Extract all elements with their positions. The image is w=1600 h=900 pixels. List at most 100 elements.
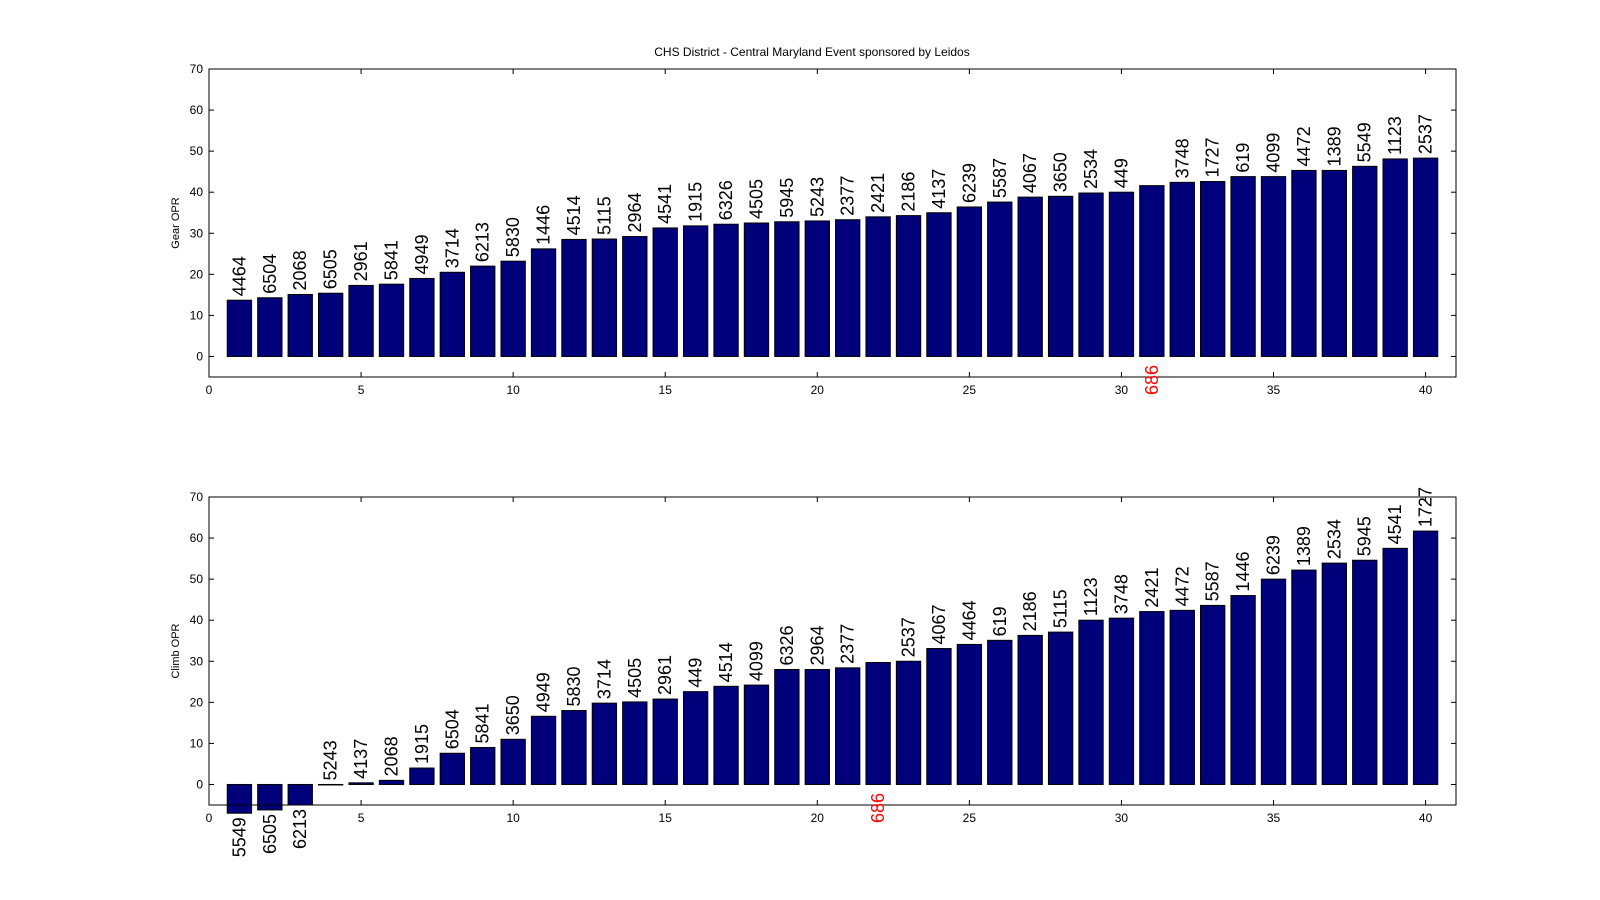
bar bbox=[956, 206, 983, 357]
bar-label: 2377 bbox=[838, 176, 858, 216]
bar-label: 5587 bbox=[990, 158, 1010, 198]
bar bbox=[1017, 634, 1043, 785]
bar-label: 2068 bbox=[290, 250, 310, 290]
bar bbox=[409, 277, 435, 357]
bar bbox=[591, 702, 618, 785]
bar bbox=[1169, 181, 1195, 357]
bar-label: 5945 bbox=[777, 178, 797, 218]
bar-label: 4137 bbox=[351, 739, 371, 779]
bar-label: 5549 bbox=[229, 817, 249, 857]
bar bbox=[1382, 158, 1408, 357]
bar bbox=[622, 236, 648, 357]
x-tick-label: 15 bbox=[659, 811, 673, 825]
y-tick-label: 20 bbox=[190, 695, 204, 709]
bar-label: 2534 bbox=[1324, 519, 1344, 559]
x-tick-label: 15 bbox=[659, 383, 673, 397]
figure-title: CHS District - Central Maryland Event sp… bbox=[654, 45, 969, 59]
bar bbox=[1230, 176, 1256, 357]
bar-label: 3748 bbox=[1111, 574, 1131, 614]
bar-label: 4067 bbox=[929, 604, 949, 644]
x-tick-label: 5 bbox=[358, 811, 365, 825]
bar-label: 2964 bbox=[807, 625, 827, 665]
axes-box bbox=[208, 68, 1457, 378]
bar bbox=[530, 248, 557, 357]
bar bbox=[1200, 604, 1226, 785]
x-tick-label: 35 bbox=[1267, 383, 1281, 397]
bar-label: 5841 bbox=[473, 703, 493, 743]
bar bbox=[895, 215, 922, 357]
y-tick-label: 10 bbox=[190, 308, 204, 322]
bar bbox=[1200, 181, 1226, 357]
bar bbox=[257, 783, 283, 811]
y-tick-label: 30 bbox=[190, 226, 204, 240]
bar bbox=[1047, 631, 1074, 785]
bar bbox=[591, 238, 618, 357]
bar-label: 3714 bbox=[442, 228, 462, 268]
bar bbox=[1078, 192, 1104, 357]
bar bbox=[804, 220, 830, 357]
bar bbox=[378, 779, 405, 785]
y-tick-label: 50 bbox=[190, 572, 204, 586]
x-tick-label: 30 bbox=[1115, 383, 1129, 397]
bar-label: 2377 bbox=[838, 624, 858, 664]
bar bbox=[713, 223, 739, 357]
x-tick-label: 0 bbox=[206, 811, 213, 825]
gear-opr-chart: 0 5 10 15 20 25 30 35 40 0 10 20 30 40 50 60 70 Gear OPR 4… bbox=[170, 62, 1457, 397]
x-tick-label: 40 bbox=[1419, 811, 1433, 825]
bar bbox=[348, 284, 374, 357]
bar bbox=[1230, 595, 1256, 785]
bar bbox=[409, 767, 435, 785]
bar bbox=[470, 747, 496, 785]
bar-label: 5587 bbox=[1203, 561, 1223, 601]
bar-label: 4541 bbox=[655, 184, 675, 224]
x-tick-label: 20 bbox=[811, 383, 825, 397]
bar-label: 2961 bbox=[655, 655, 675, 695]
bar bbox=[622, 701, 648, 785]
bar bbox=[226, 783, 253, 814]
climb-opr-chart: 0 5 10 15 20 25 30 35 40 0 10 20 30 40 50 60 70 Climb OPR… bbox=[170, 487, 1457, 857]
bar bbox=[561, 710, 587, 785]
bar-label: 1915 bbox=[686, 182, 706, 222]
bar bbox=[1321, 169, 1348, 357]
bar-label: 4137 bbox=[929, 169, 949, 209]
bar bbox=[1291, 169, 1317, 357]
bar-label: 4464 bbox=[229, 256, 249, 296]
bar bbox=[1352, 165, 1378, 357]
bar-label: 6505 bbox=[260, 814, 280, 854]
bar bbox=[257, 297, 283, 357]
bar-label: 4505 bbox=[625, 658, 645, 698]
bar-label: 4541 bbox=[1385, 504, 1405, 544]
bar bbox=[287, 783, 313, 806]
bar bbox=[1139, 611, 1165, 785]
x-tick-label: 5 bbox=[358, 383, 365, 397]
y-tick-label: 70 bbox=[190, 62, 204, 76]
x-tick-label: 25 bbox=[963, 811, 977, 825]
bar-label: 5945 bbox=[1355, 516, 1375, 556]
bar-label: 6213 bbox=[290, 809, 310, 849]
bar bbox=[348, 782, 374, 785]
bar bbox=[470, 265, 496, 357]
bar-label: 1446 bbox=[1233, 552, 1253, 592]
bar-label: 4472 bbox=[1294, 126, 1314, 166]
bar-label: 2534 bbox=[1081, 149, 1101, 189]
bar bbox=[317, 292, 344, 357]
bar-label: 2068 bbox=[381, 736, 401, 776]
bar bbox=[1078, 619, 1104, 785]
bar-label: 2421 bbox=[868, 173, 888, 213]
bar bbox=[1412, 530, 1439, 785]
bar-label: 1727 bbox=[1203, 137, 1223, 177]
bar-label: 449 bbox=[686, 658, 706, 688]
bar bbox=[835, 219, 861, 357]
bar-label: 5243 bbox=[321, 740, 341, 780]
y-tick-label: 60 bbox=[190, 531, 204, 545]
bar bbox=[1321, 562, 1348, 785]
bar-label: 619 bbox=[1233, 143, 1253, 173]
y-tick-label: 70 bbox=[190, 490, 204, 504]
bar bbox=[1108, 191, 1135, 357]
bar-label: 5830 bbox=[503, 217, 523, 257]
bar bbox=[1352, 559, 1378, 785]
bar bbox=[865, 216, 891, 357]
bar-label: 5830 bbox=[564, 666, 584, 706]
bar-label: 6504 bbox=[442, 709, 462, 749]
bar bbox=[682, 225, 709, 357]
